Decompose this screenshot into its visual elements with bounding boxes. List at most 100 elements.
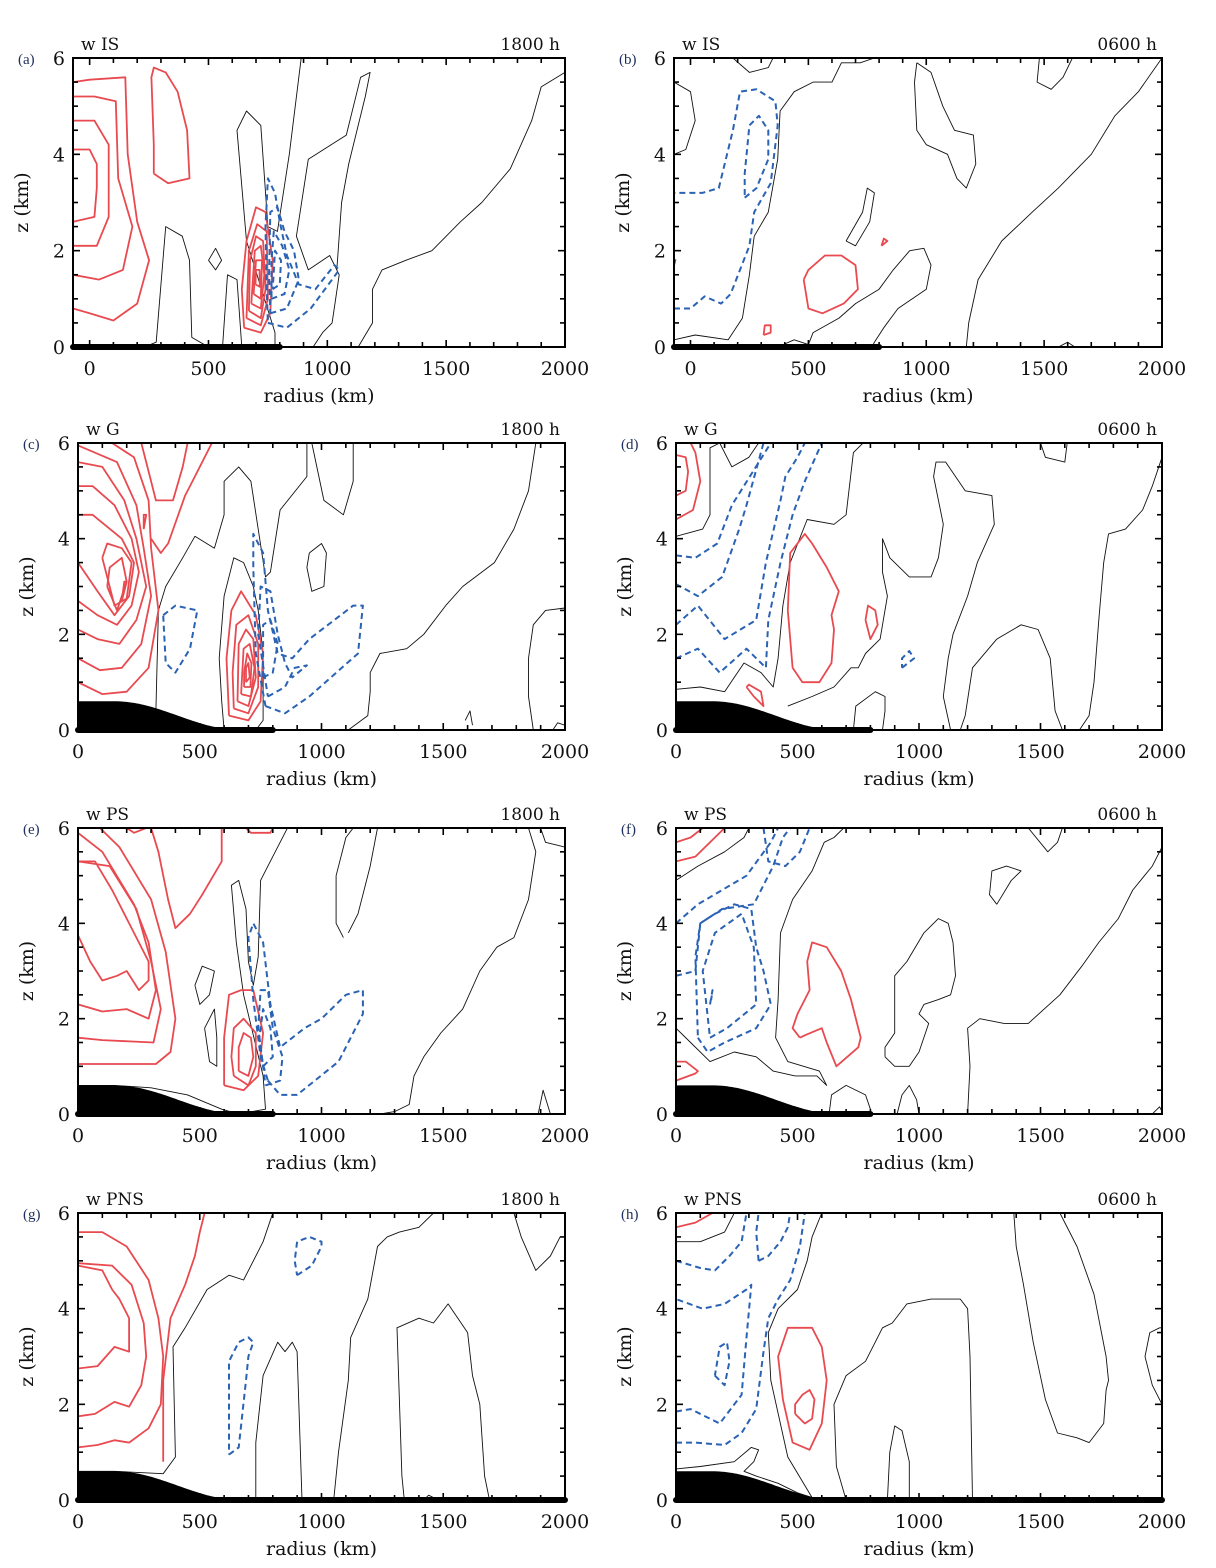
negative-w-contour [694,903,772,1053]
y-tick-label: 6 [656,1203,668,1225]
panel-h: 0 500 1000 1500 2000 0 2 4 6 radius (km) z (km) w P… [614,1190,1186,1560]
panel-c: 0 500 1000 1500 2000 0 2 4 6 radius (km) z (km) w G… [16,420,589,790]
negative-w-contour [270,230,291,300]
negative-w-contour [252,532,364,715]
zero-contour [208,247,223,271]
x-tick-label: 500 [779,1511,815,1533]
x-tick-label: 1000 [895,1511,943,1533]
y-tick-label: 2 [58,1009,70,1031]
terrain-mountain [78,701,249,730]
zero-contour [347,828,378,934]
y-tick-label: 0 [58,1104,70,1126]
x-tick-label: 1500 [1016,1125,1064,1147]
zero-contour [1079,457,1162,730]
zero-contour [676,828,750,881]
panel-title-time: 0600 h [1097,35,1157,55]
panel-title-left: w PNS [86,1190,144,1210]
positive-w-contour [78,860,150,991]
x-tick-label: 1500 [419,1511,467,1533]
x-tick-label: 500 [779,741,815,763]
x-axis-label: radius (km) [863,768,974,790]
y-tick-label: 2 [656,1394,668,1416]
x-tick-label: 2000 [541,1511,589,1533]
panel-a: 0 500 1000 1500 2000 0 2 4 6 radius (km) z (km) w I… [11,35,589,407]
y-axis-label: z (km) [612,172,634,232]
zero-contour [333,1213,434,1500]
terrain-mountain [676,1471,847,1500]
positive-w-contour [254,269,261,288]
x-tick-label: 2000 [1138,741,1186,763]
negative-w-contour [676,443,823,674]
positive-w-contour [791,941,862,1068]
zero-contour [852,691,886,730]
positive-w-contour [73,148,98,223]
x-tick-label: 500 [190,358,226,380]
x-tick-label: 1500 [419,741,467,763]
positive-w-contour [150,443,213,554]
panel-title-left: w G [86,420,120,440]
zero-contour [676,443,864,693]
panel-title-left: w IS [81,35,119,55]
x-tick-label: 0 [72,1511,84,1533]
positive-w-contour [78,443,160,695]
y-axis-label: z (km) [16,556,38,616]
zero-contour [1040,443,1068,463]
plot-frame [72,57,566,348]
positive-w-contour [225,590,264,722]
y-tick-label: 6 [58,433,70,455]
x-tick-label: 1000 [297,1125,345,1147]
y-tick-label: 6 [58,1203,70,1225]
x-tick-label: 1500 [422,358,470,380]
negative-w-contour [676,828,791,977]
zero-contour [884,918,956,1067]
y-tick-label: 2 [654,241,666,263]
terrain-mountain [676,701,847,730]
y-tick-label: 0 [656,1490,668,1512]
zero-contour [967,846,1162,1114]
x-tick-label: 500 [779,1125,815,1147]
plot-area [78,828,565,1114]
positive-w-contour [150,66,191,185]
x-axis-label: radius (km) [266,1538,377,1560]
y-tick-label: 6 [656,433,668,455]
zero-contour [513,1213,565,1271]
positive-w-contour [150,828,223,929]
x-tick-label: 1000 [895,1125,943,1147]
zero-contour [787,461,995,730]
zero-contour [255,1341,303,1500]
zero-contour [989,865,1022,905]
zero-contour [78,1213,274,1475]
terrain-mountain [78,1085,249,1114]
positive-w-contour [240,643,256,698]
panel-label: (e) [23,822,40,838]
positive-w-contour [676,454,689,497]
negative-w-contour [293,1235,323,1277]
negative-w-contour [228,1336,255,1456]
positive-w-contour [78,444,152,672]
negative-w-contour [676,1213,748,1272]
x-tick-label: 1500 [1016,741,1064,763]
x-tick-label: 1500 [419,1125,467,1147]
plot-frame [77,827,566,1115]
negative-w-contour [676,443,772,559]
y-tick-label: 0 [654,337,666,359]
plot-area [676,1213,1162,1500]
positive-w-contour [78,860,162,1044]
x-tick-label: 2000 [1138,1511,1186,1533]
panel-title-left: w IS [682,35,720,55]
x-tick-label: 1000 [895,741,943,763]
x-axis-label: radius (km) [863,1538,974,1560]
x-tick-label: 0 [84,358,96,380]
x-tick-label: 500 [790,358,826,380]
positive-w-contour [794,1389,816,1425]
panel-label: (f) [621,822,636,838]
zero-contour [1036,58,1073,90]
positive-w-contour [142,513,148,530]
panel-title-left: w PS [86,805,129,825]
positive-w-contour [880,237,889,247]
negative-w-contour [676,1213,806,1446]
zero-contour [914,62,977,189]
zero-contour [537,1089,551,1114]
zero-contour [676,1213,735,1243]
zero-contour [348,443,537,730]
